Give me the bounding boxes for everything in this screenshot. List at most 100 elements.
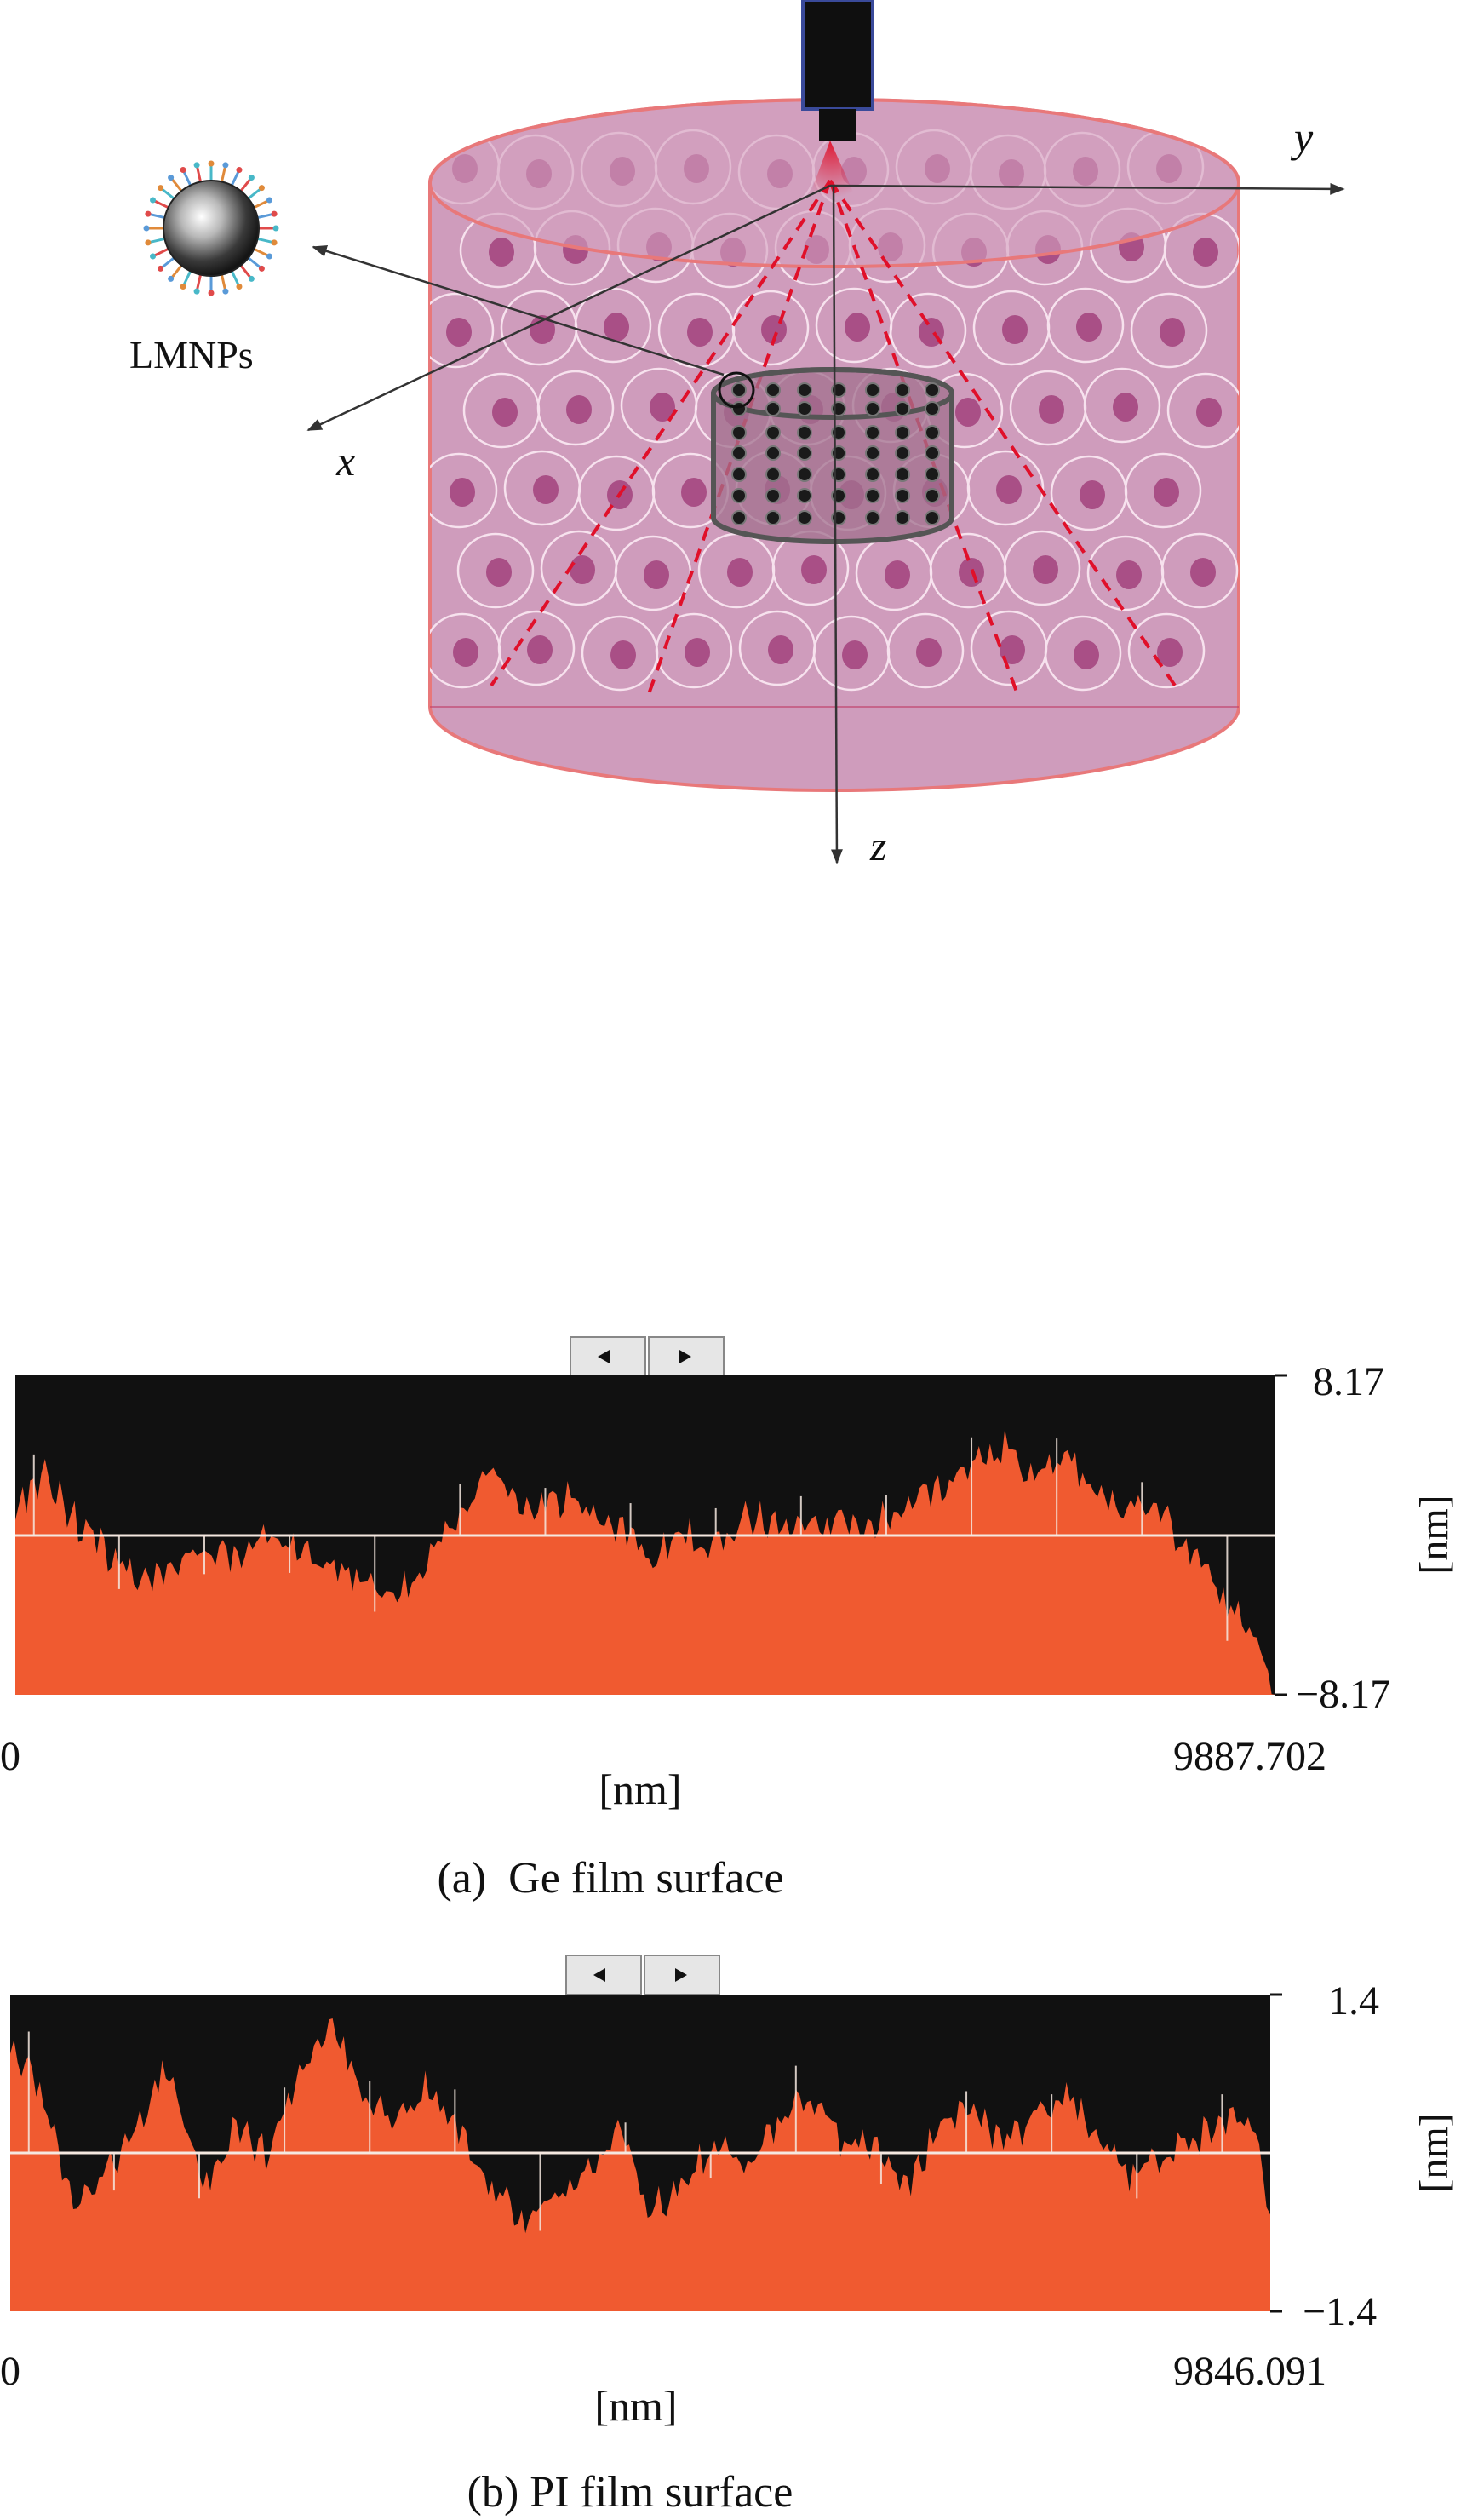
nanoparticle-dot [765, 510, 781, 525]
cell-nucleus [845, 313, 870, 342]
tissue-cell [731, 290, 810, 366]
transducer-body [801, 0, 874, 111]
cell-nucleus [644, 560, 669, 589]
nanoparticle-dot [895, 382, 910, 398]
x-unit-label: [nm] [594, 2382, 677, 2430]
nanoparticle-dot [865, 401, 880, 416]
nanoparticle-dot [731, 467, 747, 482]
cluster-container-top [711, 367, 954, 420]
cell-nucleus [1157, 638, 1183, 667]
ligand-tip [271, 239, 278, 246]
tissue-cell [1046, 287, 1125, 364]
nanoparticle-dot [731, 510, 747, 525]
profile-spikes [32, 1437, 1229, 1641]
profile-spikes [27, 2031, 1223, 2231]
nanoparticle-dot [925, 510, 940, 525]
tissue-cell [1083, 367, 1161, 444]
nanoparticle-dot [925, 382, 940, 398]
nanoparticle-dot [731, 382, 747, 398]
scroll-buttons [565, 1955, 720, 1995]
caption-b: (b) PI film surface [467, 2468, 793, 2517]
cell-nucleus [681, 478, 707, 507]
nanoparticle-dot [797, 488, 812, 503]
tissue-cell [1160, 532, 1239, 609]
highlight-circle [718, 371, 755, 409]
cell-nucleus [1033, 555, 1058, 584]
nanoparticle-dot [865, 467, 880, 482]
nanoparticle-dot [865, 488, 880, 503]
ligand-tip [271, 210, 278, 217]
y-max-label: 8.17 [1313, 1359, 1384, 1404]
right-arrow-icon [675, 1968, 687, 1982]
x-max-label: 9846.091 [1173, 2349, 1326, 2394]
ligand-tip [180, 167, 186, 174]
nanoparticle-dot [895, 467, 910, 482]
cell-nucleus [1116, 560, 1142, 589]
y-unit-label: [nm] [1412, 2113, 1457, 2192]
cell-nucleus [527, 635, 553, 664]
cell-nucleus [1074, 640, 1099, 669]
cell-nucleus [685, 638, 710, 667]
ligand-tip [150, 253, 157, 260]
ligand-tip [143, 225, 150, 232]
transducer-neck [819, 109, 856, 141]
cell-nucleus [1160, 318, 1185, 347]
lmnp-particle: LMNPs [129, 160, 279, 376]
x-axis-arrow [306, 184, 831, 432]
x-unit-label: [nm] [599, 1765, 681, 1813]
ultrasound-beam [490, 141, 1177, 695]
cell-nucleus [1113, 393, 1138, 422]
ligand-tip [168, 175, 175, 181]
cell-nucleus [450, 478, 475, 507]
cell-nucleus [768, 635, 793, 664]
cell-nucleus [727, 558, 753, 587]
ligand-tip [248, 275, 255, 282]
nanoparticle-dot [865, 510, 880, 525]
ligand-tip [158, 185, 164, 192]
beam-ray [828, 179, 1177, 687]
nanoparticle-dot [765, 425, 781, 440]
ligand-tip [222, 288, 229, 295]
nanoparticle-dot [895, 401, 910, 416]
nanoparticle-dot [895, 510, 910, 525]
ligand-tip [193, 162, 200, 169]
ligand-tip [222, 162, 229, 169]
ligand-tip [158, 265, 164, 272]
nanoparticle-dot [925, 467, 940, 482]
nanoparticle-dot [765, 445, 781, 461]
nanoparticle-dot [731, 445, 747, 461]
beam-ray [490, 179, 832, 687]
ligand-tip [266, 197, 272, 204]
ligand-tip [150, 197, 157, 204]
ligand-tip [236, 167, 243, 174]
cell-nucleus [453, 638, 478, 667]
cell-nucleus [996, 475, 1022, 504]
cell-nucleus [1196, 398, 1222, 427]
height-profile-fill [10, 2018, 1270, 2311]
nanoparticle-dot [925, 425, 940, 440]
y-min-label: −1.4 [1303, 2289, 1377, 2334]
cell-nucleus [1039, 395, 1064, 424]
nanoparticle-dot [865, 445, 880, 461]
tissue-cell [1044, 615, 1122, 692]
cell-nucleus [1076, 313, 1102, 342]
axis-x-label: x [335, 437, 355, 485]
cell-nucleus [1154, 478, 1179, 507]
tissue-cell [497, 610, 576, 686]
nanoparticle-dot [797, 445, 812, 461]
nanoparticle-dot [895, 445, 910, 461]
nanoparticle-dot [925, 445, 940, 461]
tissue-cell [1130, 292, 1208, 369]
ligand-tip [258, 265, 265, 272]
cell-nucleus [489, 238, 514, 267]
left-arrow-icon [598, 1350, 610, 1363]
cell-nucleus [801, 555, 827, 584]
nanoparticle-dot [895, 425, 910, 440]
nanoparticle-dot [895, 488, 910, 503]
nanoparticle-dot [797, 401, 812, 416]
axis-y-label: y [1290, 113, 1314, 161]
tissue-cell [1124, 452, 1202, 529]
x-min-label: 0 [0, 1734, 20, 1779]
cell-nucleus [604, 313, 629, 342]
